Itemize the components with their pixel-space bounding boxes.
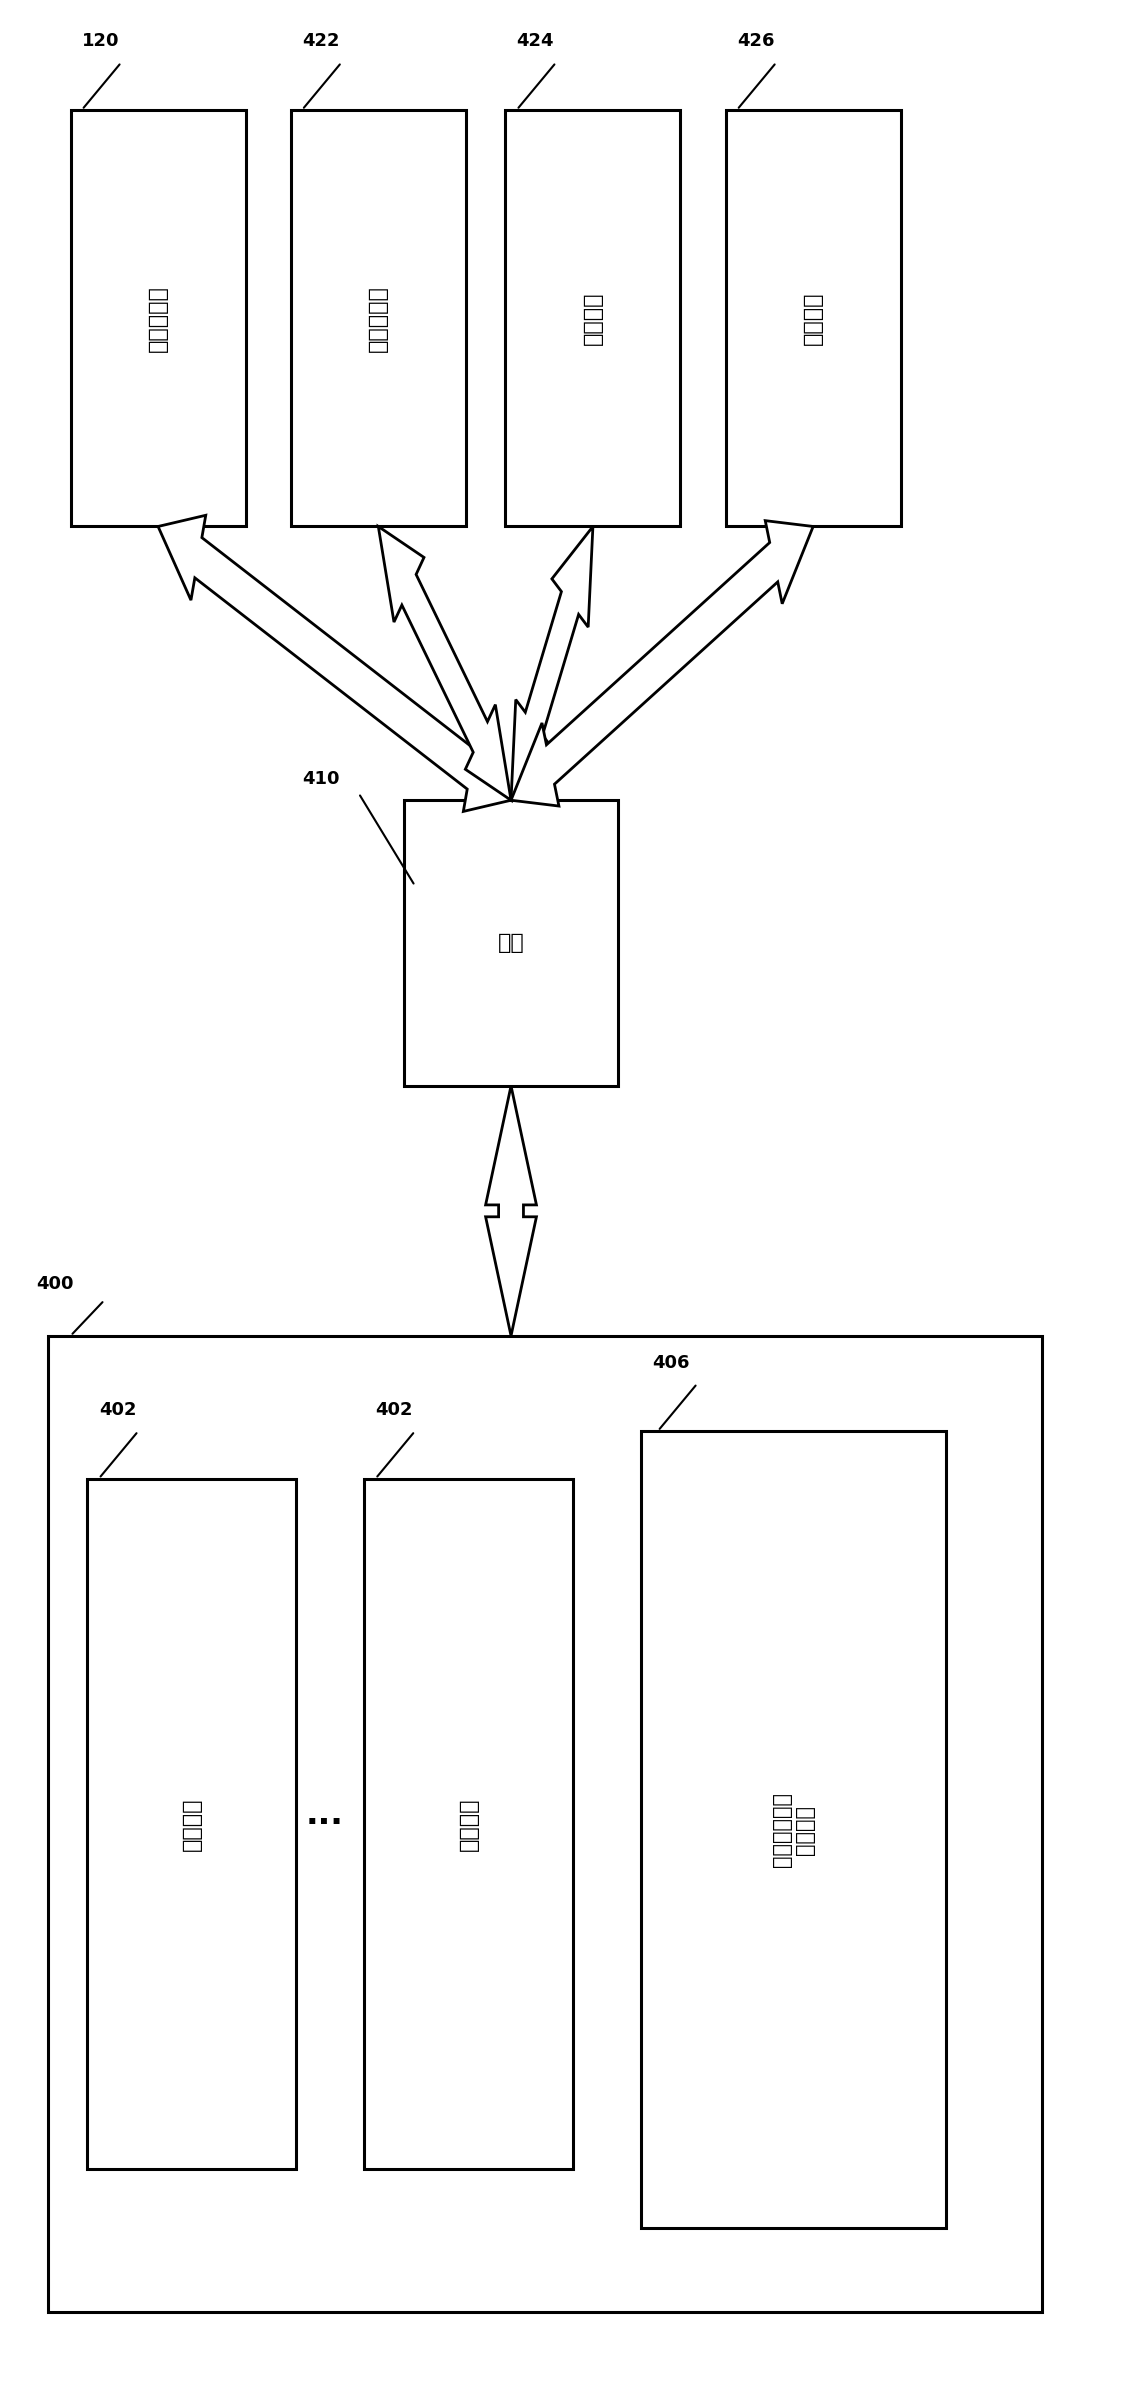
Text: 400: 400 — [36, 1274, 74, 1293]
Polygon shape — [158, 515, 511, 811]
Bar — [404, 799, 619, 1086]
Text: 应用程序: 应用程序 — [459, 1797, 479, 1852]
Polygon shape — [378, 527, 511, 799]
Text: 网络: 网络 — [497, 933, 524, 952]
Text: 器具作业宽度
例行程序: 器具作业宽度 例行程序 — [772, 1792, 815, 1868]
Polygon shape — [511, 520, 813, 806]
Text: 406: 406 — [653, 1353, 690, 1372]
Polygon shape — [486, 1086, 537, 1336]
Bar — [364, 1479, 573, 2169]
Bar — [70, 110, 245, 527]
Text: 定位传感器: 定位传感器 — [148, 284, 168, 351]
Bar — [87, 1479, 296, 2169]
Bar — [725, 110, 901, 527]
Text: 输入装置: 输入装置 — [583, 291, 603, 346]
Text: 426: 426 — [737, 33, 774, 50]
Text: 120: 120 — [82, 33, 119, 50]
Text: 410: 410 — [302, 771, 339, 787]
Bar — [505, 110, 681, 527]
Text: ···: ··· — [305, 1806, 344, 1840]
Bar — [291, 110, 465, 527]
Text: 424: 424 — [516, 33, 554, 50]
Bar — [641, 1432, 945, 2229]
Text: 其它传感器: 其它传感器 — [369, 284, 388, 351]
Bar — [48, 1336, 1042, 2312]
Text: 输出装置: 输出装置 — [804, 291, 823, 346]
Text: 应用程序: 应用程序 — [182, 1797, 202, 1852]
Text: 402: 402 — [376, 1401, 413, 1420]
Text: 422: 422 — [302, 33, 339, 50]
Polygon shape — [511, 527, 592, 799]
Text: 402: 402 — [99, 1401, 136, 1420]
